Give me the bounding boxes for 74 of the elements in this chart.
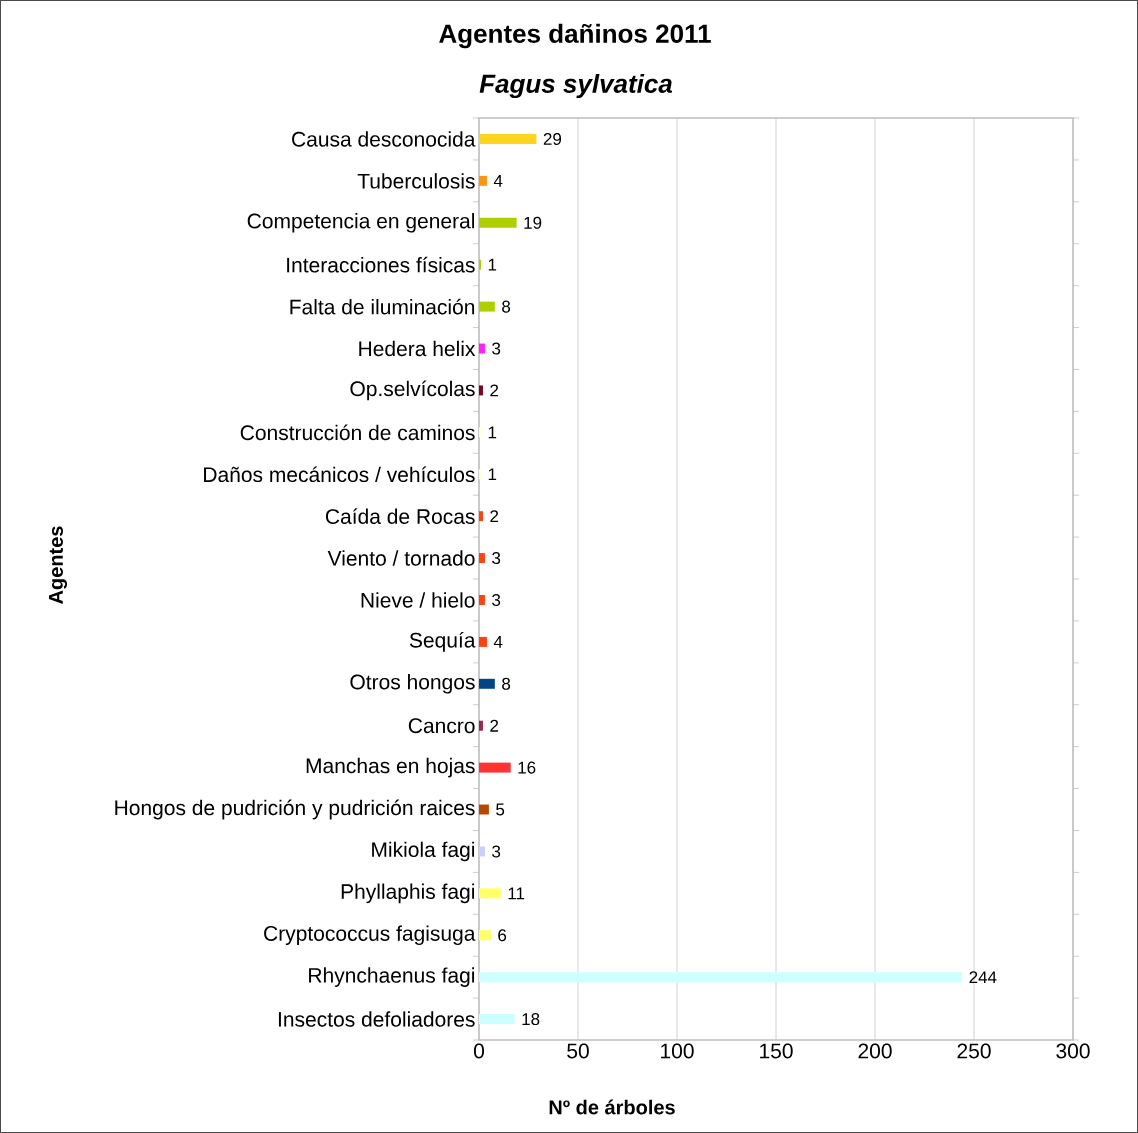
y-tick-label: Caída de Rocas: [325, 508, 475, 524]
y-tick-label: Cryptococcus fagisuga: [264, 925, 476, 946]
y-tick-label: Insectos defoliadores: [278, 1011, 475, 1027]
chart-subtitle: Fagus sylvatica: [479, 73, 673, 99]
bar: [479, 511, 483, 522]
data-label: 5: [496, 803, 505, 816]
bar: [479, 804, 489, 815]
data-label: 8: [502, 300, 511, 313]
bar: [479, 301, 495, 312]
data-label: 1: [488, 426, 497, 439]
data-label: 11: [508, 887, 525, 900]
data-label: 3: [492, 342, 501, 355]
y-tick-label: Daños mecánicos / vehículos: [204, 466, 475, 483]
data-label: 8: [502, 677, 511, 690]
bar: [479, 678, 495, 689]
bar: [479, 385, 483, 396]
bar: [479, 217, 517, 228]
y-tick-label: Interacciones físicas: [287, 256, 475, 273]
y-tick-label: Phyllaphis fagi: [341, 883, 475, 904]
data-label: 244: [969, 971, 997, 984]
y-tick-label: Falta de iluminación: [290, 298, 475, 315]
bar: [479, 343, 485, 354]
data-label: 3: [492, 552, 501, 565]
y-tick-label: Construcción de caminos: [240, 424, 475, 441]
y-tick-label: Viento / tornado: [327, 550, 475, 566]
data-label: 1: [488, 468, 497, 481]
chart-title: Agentes dañinos 2011: [439, 23, 711, 49]
bar: [479, 175, 487, 186]
y-tick-label: Hedera helix: [359, 340, 476, 357]
data-label: 19: [524, 216, 542, 229]
y-tick-label: Causa desconocida: [292, 131, 476, 147]
y-tick-label: Otros hongos: [350, 674, 475, 694]
y-tick-label: Cancro: [408, 718, 475, 734]
bar: [479, 762, 511, 773]
data-label: 3: [492, 845, 501, 858]
data-label: 2: [490, 384, 499, 397]
data-label: 3: [492, 593, 501, 606]
bar: [479, 972, 963, 983]
bar: [479, 888, 501, 899]
bar: [479, 1014, 515, 1025]
bar: [479, 636, 487, 647]
bar: [479, 930, 491, 941]
y-tick-label: Manchas en hojas: [306, 757, 475, 778]
data-label: 2: [490, 510, 499, 523]
y-tick-label: Tuberculosis: [357, 173, 475, 189]
y-tick-label: Competencia en general: [247, 213, 475, 233]
x-tick-label: 0: [473, 1043, 485, 1059]
bar: [479, 720, 483, 731]
data-label: 6: [498, 929, 507, 942]
y-axis-title: Agentes: [49, 526, 67, 604]
data-label: 4: [493, 636, 503, 648]
x-axis-title: Nº de árboles: [549, 1099, 675, 1115]
y-tick-label: Hongos de pudrición y pudrición raices: [115, 799, 475, 820]
y-tick-label: Mikiola fagi: [372, 841, 475, 862]
bar: [479, 846, 485, 857]
y-tick-label: Op.selvícolas: [350, 380, 475, 401]
x-tick-label: 100: [661, 1043, 694, 1059]
x-tick-label: 150: [760, 1043, 793, 1059]
data-label: 2: [490, 719, 499, 732]
data-label: 29: [543, 132, 562, 145]
x-tick-label: 200: [858, 1043, 892, 1059]
x-tick-label: 250: [957, 1043, 991, 1059]
x-tick-label: 300: [1056, 1043, 1090, 1059]
y-tick-label: Nieve / hielo: [361, 592, 475, 608]
bar: [479, 133, 537, 144]
y-tick-label: Sequía: [409, 631, 476, 652]
bar: [479, 594, 485, 605]
bar: [479, 553, 485, 564]
data-label: 18: [522, 1013, 540, 1026]
data-label: 16: [518, 761, 536, 774]
x-tick-label: 50: [567, 1043, 589, 1059]
data-label: 1: [488, 258, 497, 271]
data-label: 4: [493, 175, 503, 187]
y-tick-label: Rhynchaenus fagi: [309, 967, 475, 987]
